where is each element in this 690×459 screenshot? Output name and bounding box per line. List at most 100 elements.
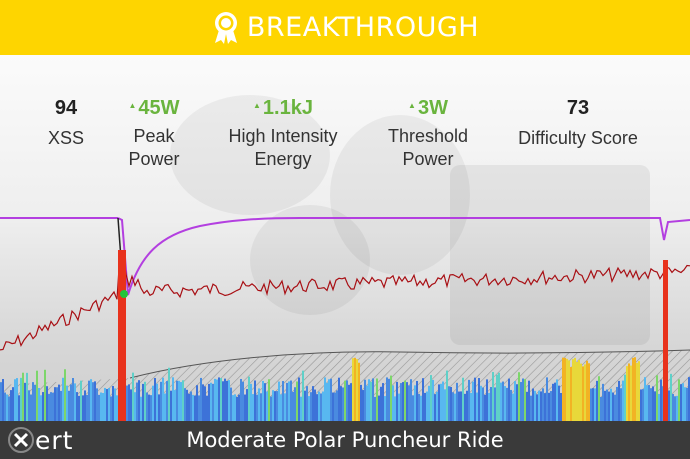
focus-bar bbox=[40, 395, 42, 422]
focus-bar bbox=[70, 384, 72, 422]
focus-bar bbox=[206, 395, 208, 422]
stat-label-line-1: Peak bbox=[133, 126, 175, 146]
xert-logo: ert bbox=[8, 426, 73, 455]
focus-bar bbox=[480, 385, 482, 422]
focus-bar bbox=[624, 374, 626, 422]
stat-value-text: 1.1kJ bbox=[262, 97, 313, 119]
focus-bar bbox=[88, 380, 90, 422]
up-arrow-icon: ▲ bbox=[408, 100, 416, 110]
focus-bar bbox=[398, 393, 400, 422]
focus-bar bbox=[270, 396, 272, 422]
focus-bar bbox=[390, 375, 392, 422]
fitness-curve bbox=[117, 217, 690, 296]
focus-bar bbox=[554, 382, 556, 422]
focus-bar bbox=[602, 383, 604, 422]
focus-bar bbox=[680, 384, 682, 422]
focus-bar bbox=[644, 377, 646, 422]
focus-bar bbox=[36, 370, 38, 422]
focus-bar bbox=[682, 383, 684, 422]
focus-bar bbox=[250, 383, 252, 422]
focus-bar bbox=[62, 377, 64, 422]
footer-bar: ert Moderate Polar Puncheur Ride bbox=[0, 421, 690, 459]
focus-bar bbox=[416, 380, 418, 422]
breakthrough-bar-2 bbox=[663, 260, 668, 422]
focus-bar bbox=[358, 362, 360, 422]
focus-bar bbox=[636, 362, 638, 422]
focus-bar bbox=[292, 391, 294, 422]
focus-bar bbox=[90, 379, 92, 422]
focus-bar bbox=[528, 380, 530, 422]
focus-bar bbox=[596, 380, 598, 422]
focus-bar bbox=[484, 394, 486, 422]
focus-bar bbox=[614, 394, 616, 422]
focus-bar bbox=[584, 364, 586, 422]
focus-bar bbox=[578, 359, 580, 422]
focus-bar bbox=[114, 388, 116, 422]
focus-bar bbox=[678, 379, 680, 422]
focus-bar bbox=[552, 383, 554, 422]
focus-bar bbox=[48, 393, 50, 422]
focus-bar bbox=[164, 393, 166, 422]
focus-bar bbox=[428, 385, 430, 422]
focus-bar bbox=[274, 391, 276, 422]
focus-bar bbox=[82, 395, 84, 422]
stat-threshold-power: ▲ 3W Threshold Power bbox=[372, 95, 484, 171]
focus-bar bbox=[650, 388, 652, 422]
focus-bar bbox=[258, 388, 260, 422]
focus-bar bbox=[126, 385, 128, 422]
focus-bar bbox=[610, 388, 612, 422]
focus-bar bbox=[346, 380, 348, 422]
focus-bar bbox=[618, 380, 620, 422]
focus-bar bbox=[384, 396, 386, 422]
focus-bar bbox=[214, 378, 216, 422]
focus-bar bbox=[30, 394, 32, 422]
focus-bar bbox=[314, 389, 316, 422]
focus-bar bbox=[432, 379, 434, 422]
focus-bar bbox=[386, 377, 388, 422]
focus-bar bbox=[640, 389, 642, 422]
focus-bar bbox=[626, 366, 628, 422]
focus-bar bbox=[676, 395, 678, 422]
focus-bar bbox=[236, 396, 238, 422]
focus-bar bbox=[224, 378, 226, 422]
focus-bar bbox=[470, 392, 472, 422]
focus-bar bbox=[654, 391, 656, 422]
focus-bar bbox=[144, 381, 146, 422]
focus-bar bbox=[316, 394, 318, 422]
focus-bar bbox=[560, 392, 562, 422]
focus-bar bbox=[536, 394, 538, 422]
focus-bar bbox=[154, 378, 156, 422]
focus-bar bbox=[380, 386, 382, 422]
focus-bar bbox=[210, 382, 212, 422]
focus-bar bbox=[440, 383, 442, 422]
focus-bar bbox=[182, 380, 184, 422]
focus-bar bbox=[220, 378, 222, 422]
focus-bar bbox=[568, 360, 570, 422]
focus-bar bbox=[228, 380, 230, 422]
focus-bar bbox=[262, 380, 264, 422]
focus-bar bbox=[522, 378, 524, 422]
stat-value: ▲ 1.1kJ bbox=[213, 95, 353, 121]
focus-bar bbox=[392, 385, 394, 422]
up-arrow-icon: ▲ bbox=[128, 100, 137, 110]
focus-bar bbox=[546, 377, 548, 422]
activity-title: Moderate Polar Puncheur Ride bbox=[186, 428, 504, 452]
focus-bar bbox=[52, 392, 54, 422]
focus-bar bbox=[232, 395, 234, 422]
focus-bar bbox=[656, 375, 658, 422]
focus-bar bbox=[306, 386, 308, 422]
focus-bar bbox=[684, 387, 686, 422]
focus-bar bbox=[290, 380, 292, 422]
focus-bar bbox=[80, 380, 82, 422]
focus-bar bbox=[616, 386, 618, 422]
stat-label: Difficulty Score bbox=[518, 128, 638, 148]
focus-bar bbox=[486, 379, 488, 422]
focus-bar bbox=[128, 384, 130, 422]
focus-bar bbox=[576, 362, 578, 422]
stat-label-line-1: High Intensity bbox=[228, 126, 338, 146]
focus-bar bbox=[502, 381, 504, 422]
focus-bar bbox=[26, 372, 28, 422]
focus-bar bbox=[534, 390, 536, 422]
focus-bar bbox=[476, 392, 478, 422]
focus-bar bbox=[628, 363, 630, 422]
